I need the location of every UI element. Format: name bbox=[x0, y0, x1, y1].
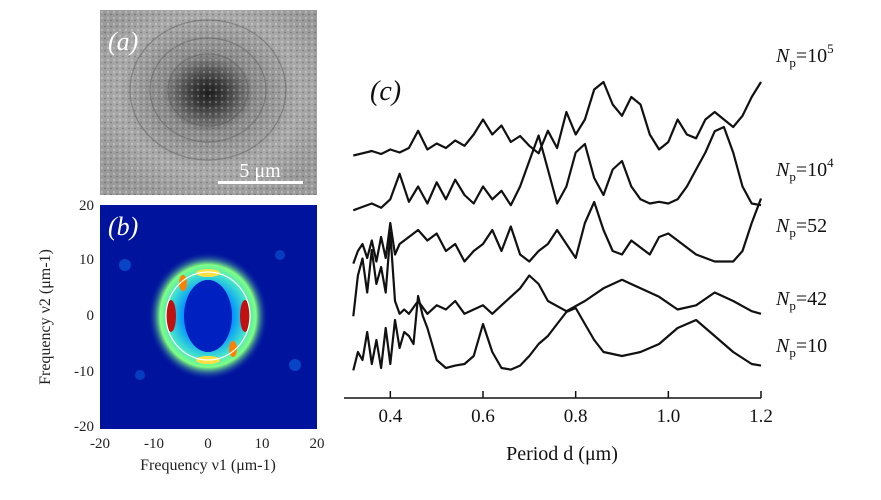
scale-bar-label: 5 μm bbox=[239, 160, 281, 182]
series-line bbox=[352, 231, 762, 317]
series-label-main: N bbox=[775, 45, 791, 67]
y-tick: 10 bbox=[79, 252, 94, 268]
panel-a-label: (a) bbox=[108, 27, 138, 56]
series-label: Np=42 bbox=[775, 288, 827, 313]
series-label-sub: p bbox=[789, 55, 796, 70]
x-axis-title: Period d (μm) bbox=[506, 443, 618, 465]
series-label-sub: p bbox=[789, 169, 796, 184]
series-label-main: N bbox=[775, 335, 791, 357]
series-label-sub: p bbox=[789, 225, 796, 240]
scale-bar bbox=[218, 181, 303, 184]
sem-image-panel: (a) 5 μm bbox=[100, 10, 317, 195]
panel-b-ylabel: Frequency ν2 (μm-1) bbox=[37, 249, 54, 385]
series-label: Np=10 bbox=[775, 335, 827, 360]
series-label-main: N bbox=[775, 215, 791, 237]
guide-circle bbox=[165, 271, 251, 361]
series-line bbox=[352, 125, 762, 212]
y-tick: 0 bbox=[87, 308, 95, 324]
period-spectra-chart: (c) 0.4 0.6 0.8 1.0 1.2 Np=105Np=104Np=52Np=… bbox=[344, 41, 834, 465]
panel-c-label: (c) bbox=[370, 76, 401, 107]
x-tick: -10 bbox=[144, 436, 164, 452]
x-tick: 0 bbox=[204, 436, 212, 452]
series-label-sub: p bbox=[789, 298, 796, 313]
x-tick-label: 1.0 bbox=[656, 406, 680, 427]
series-label-eq: =10 bbox=[796, 159, 827, 181]
series-label-eq: =52 bbox=[796, 215, 827, 237]
fourier-spectrum-panel: (b) 20 10 0 -10 -20 -20 -10 0 10 20 Freq… bbox=[37, 198, 325, 474]
x-tick-label: 1.2 bbox=[749, 406, 773, 427]
panel-b-x-ticks: -20 -10 0 10 20 bbox=[90, 436, 325, 452]
x-tick: 10 bbox=[255, 436, 270, 452]
series-label-sup: 5 bbox=[827, 41, 834, 56]
x-tick-label: 0.6 bbox=[471, 406, 495, 427]
series-line bbox=[352, 198, 763, 264]
series-label-sub: p bbox=[789, 345, 796, 360]
y-tick: 20 bbox=[79, 198, 94, 214]
series-label-main: N bbox=[775, 288, 791, 310]
spectrum-hotspots bbox=[119, 250, 301, 380]
y-tick: -20 bbox=[74, 419, 94, 435]
x-tick-group: 0.4 0.6 0.8 1.0 1.2 bbox=[378, 391, 773, 427]
series-label-sup: 4 bbox=[827, 155, 834, 170]
sem-rings bbox=[129, 19, 287, 161]
x-tick-label: 0.4 bbox=[378, 406, 402, 427]
series-line bbox=[353, 80, 762, 157]
series-label: Np=52 bbox=[775, 215, 827, 240]
x-tick: -20 bbox=[90, 436, 110, 452]
series-label-eq: =10 bbox=[796, 45, 827, 67]
spectrum-center bbox=[184, 280, 232, 352]
series-label-eq: =10 bbox=[796, 335, 827, 357]
x-tick: 20 bbox=[310, 436, 325, 452]
series-line bbox=[352, 294, 762, 371]
series-label: Np=104 bbox=[775, 155, 834, 184]
panel-b-xlabel: Frequency ν1 (μm-1) bbox=[140, 457, 276, 474]
y-tick: -10 bbox=[74, 364, 94, 380]
series-group bbox=[352, 80, 763, 371]
panel-b-label: (b) bbox=[108, 212, 138, 241]
panel-b-y-ticks: 20 10 0 -10 -20 bbox=[74, 198, 94, 435]
x-tick-label: 0.8 bbox=[564, 406, 588, 427]
series-label: Np=105 bbox=[775, 41, 834, 70]
series-label-main: N bbox=[775, 159, 791, 181]
series-label-eq: =42 bbox=[796, 288, 827, 310]
